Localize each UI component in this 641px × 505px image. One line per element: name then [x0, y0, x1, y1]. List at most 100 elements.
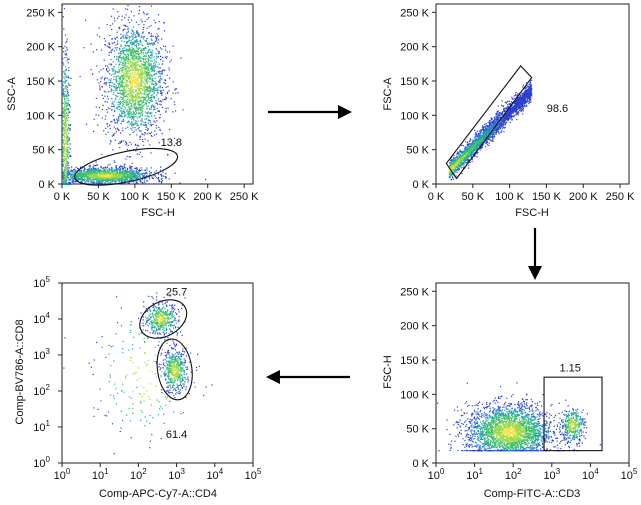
event-dot	[108, 171, 110, 174]
event-dot	[145, 39, 147, 41]
event-dot	[62, 140, 64, 142]
event-dot	[65, 109, 67, 111]
event-dot	[118, 177, 120, 180]
event-dot	[79, 170, 81, 172]
event-dot	[128, 112, 130, 114]
event-dot	[81, 181, 83, 184]
event-dot	[69, 179, 71, 181]
event-dot	[150, 106, 152, 109]
event-dot	[132, 123, 134, 125]
event-dot	[130, 183, 132, 185]
event-dot	[124, 106, 126, 108]
event-dot	[148, 92, 150, 94]
event-dot	[124, 172, 126, 175]
event-dot	[137, 47, 139, 49]
event-dot	[129, 66, 131, 68]
event-dot	[158, 14, 160, 16]
event-dot	[115, 177, 117, 179]
event-dot	[122, 101, 124, 103]
event-dot	[74, 181, 76, 183]
event-dot	[140, 73, 143, 75]
event-dot	[145, 83, 147, 85]
event-dot	[148, 93, 150, 96]
event-dot	[140, 80, 142, 82]
event-dot	[119, 176, 121, 178]
event-dot	[158, 179, 160, 182]
event-dot	[115, 180, 117, 182]
event-dot	[123, 50, 125, 52]
event-dot	[520, 102, 522, 104]
event-dot	[92, 168, 94, 170]
event-dot	[126, 42, 128, 44]
event-dot	[140, 135, 142, 137]
event-dot	[124, 180, 126, 182]
event-dot	[63, 149, 66, 151]
event-dot	[116, 172, 118, 174]
event-dot	[142, 44, 144, 46]
event-dot	[118, 117, 120, 119]
event-dot	[96, 49, 98, 51]
event-dot	[64, 177, 66, 179]
event-dot	[119, 114, 121, 116]
event-dot	[62, 161, 64, 163]
event-dot	[77, 168, 79, 170]
event-dot	[123, 89, 125, 91]
event-dot	[126, 51, 128, 53]
event-dot	[132, 59, 134, 61]
event-dot	[149, 86, 151, 88]
event-dot	[147, 95, 150, 97]
event-dot	[146, 82, 148, 84]
event-dot	[64, 103, 66, 105]
event-dot	[81, 174, 83, 176]
event-dot	[154, 106, 156, 108]
event-dot	[134, 173, 136, 175]
event-dot	[66, 172, 68, 174]
event-dot	[101, 175, 103, 177]
event-dot	[125, 170, 127, 172]
event-dot	[62, 47, 65, 49]
event-dot	[66, 146, 68, 149]
event-dot	[117, 104, 119, 106]
event-dot	[111, 170, 113, 172]
event-dot	[139, 47, 141, 49]
event-dot	[64, 118, 66, 120]
event-dot	[66, 136, 68, 138]
event-dot	[143, 134, 145, 136]
event-dot	[85, 173, 87, 175]
event-dot	[143, 172, 145, 174]
event-dot	[127, 67, 129, 69]
event-dot	[144, 64, 146, 66]
event-dot	[141, 97, 143, 99]
event-dot	[122, 93, 124, 95]
event-dot	[67, 151, 69, 153]
event-dot	[104, 167, 106, 169]
event-dot	[156, 55, 158, 57]
event-dot	[63, 142, 65, 144]
event-dot	[81, 180, 83, 182]
event-dot	[114, 38, 116, 40]
event-dot	[66, 129, 68, 131]
event-dot	[151, 135, 153, 137]
event-dot	[125, 68, 128, 70]
event-dot	[131, 124, 133, 126]
event-dot	[129, 172, 131, 174]
event-dot	[149, 56, 151, 58]
event-dot	[144, 62, 146, 64]
event-dot	[146, 115, 148, 117]
event-dot	[155, 47, 157, 49]
event-dot	[134, 97, 136, 99]
event-dot	[148, 32, 150, 34]
event-dot	[69, 172, 71, 174]
event-dot	[112, 73, 114, 75]
event-dot	[154, 121, 156, 123]
gate-outline[interactable]	[72, 141, 181, 192]
event-dot	[140, 52, 142, 54]
event-dot	[149, 76, 152, 78]
event-dot	[124, 167, 126, 169]
event-dot	[135, 78, 137, 80]
event-dot	[121, 93, 123, 95]
event-dot	[137, 74, 139, 76]
event-dot	[67, 153, 69, 155]
event-dot	[165, 177, 167, 179]
event-dot	[94, 167, 96, 170]
